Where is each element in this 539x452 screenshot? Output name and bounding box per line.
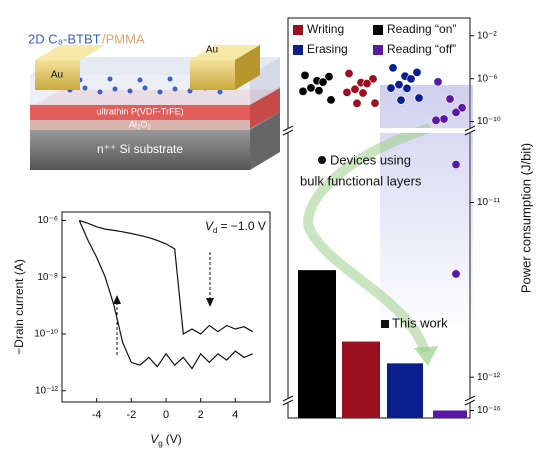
- legend-swatch: [373, 45, 383, 55]
- bulk-point: [406, 74, 416, 84]
- bar: [342, 341, 380, 418]
- bulk-point: [358, 88, 368, 98]
- bulk-point: [414, 93, 424, 103]
- bulk-point: [306, 83, 316, 93]
- bulk-point: [445, 94, 455, 104]
- bulk-point: [457, 103, 467, 113]
- annotation-text: = −1.0 V: [220, 219, 265, 233]
- y-tick-label: 10⁻¹⁶: [477, 405, 501, 416]
- bulk-point: [362, 78, 372, 88]
- legend-swatch: [293, 25, 303, 35]
- bulk-point: [318, 77, 328, 87]
- y-tick-label: 10⁻⁶: [37, 215, 58, 226]
- trend-arrow: [303, 123, 432, 354]
- dielectric-label: Al₂O₃: [129, 119, 151, 129]
- substrate-label: n⁺⁺ Si substrate: [97, 142, 183, 156]
- legend-swatch: [293, 45, 303, 55]
- highlight: [428, 85, 473, 335]
- legend-label: Reading “on”: [387, 22, 456, 36]
- matrix-label: /PMMA: [102, 31, 145, 46]
- material-label: 2D C₈-BTBT: [28, 31, 101, 46]
- plot-frame: [61, 211, 271, 403]
- y-tick-label: 10⁻⁸: [37, 272, 58, 283]
- x-label-unit: (V): [166, 432, 182, 446]
- bulk-point: [300, 70, 310, 80]
- bulk-point: [433, 77, 443, 87]
- y-tick-label: 10⁻¹¹: [477, 197, 501, 208]
- bulk-point: [451, 107, 461, 117]
- this-work-marker: [381, 320, 389, 328]
- y-axis-label: Power consumption (J/bit): [518, 143, 533, 293]
- sweep-arrows: [113, 252, 214, 355]
- data-line: [79, 219, 253, 335]
- annotation: Vd = −1.0 V: [205, 219, 266, 235]
- electrode-label: Au: [51, 70, 63, 81]
- y-tick-label: 10⁻¹⁰: [477, 116, 501, 127]
- x-tick-label: 4: [232, 409, 238, 421]
- ferroelectric-label: ultrathin P(VDF-TrFE): [96, 106, 183, 116]
- x-label-subscript: g: [158, 439, 162, 448]
- bar: [433, 410, 467, 418]
- x-tick-label: 2: [198, 409, 204, 421]
- trend-arrowhead: [414, 346, 438, 366]
- x-tick-label: 0: [163, 409, 169, 421]
- bulk-label: Devices using: [330, 152, 411, 167]
- y-axis-label: −Drain current (A): [12, 259, 26, 355]
- bulk-point: [439, 114, 449, 124]
- bulk-point: [352, 98, 362, 108]
- x-axis-label: Vg (V): [150, 432, 181, 448]
- bulk-label: bulk functional layers: [300, 173, 422, 188]
- bulk-point: [326, 95, 336, 105]
- bulk-point: [402, 83, 412, 93]
- annotation-variable: V: [205, 219, 214, 233]
- bulk-point: [451, 160, 461, 170]
- y-tick-label: 10⁻⁶: [477, 73, 498, 84]
- bulk-point: [324, 72, 334, 82]
- electrode-label: Au: [206, 45, 218, 56]
- annotation-subscript: d: [213, 226, 217, 235]
- y-tick-label: 10⁻¹⁰: [34, 329, 58, 340]
- bulk-point: [388, 63, 398, 73]
- bar: [387, 363, 423, 418]
- y-tick-label: 10⁻¹²: [477, 372, 501, 383]
- x-tick-label: -4: [92, 409, 102, 421]
- bulk-point: [342, 87, 352, 97]
- bulk-point: [298, 86, 308, 96]
- data-line: [78, 220, 253, 370]
- bar: [298, 270, 336, 418]
- legend-label: Reading “off”: [387, 42, 456, 56]
- bulk-point: [344, 69, 354, 79]
- bulk-point: [394, 80, 404, 90]
- this-work-label: This work: [392, 315, 448, 330]
- bulk-point: [368, 74, 378, 84]
- y-tick-label: 10⁻²: [477, 30, 497, 41]
- bulk-point: [314, 86, 324, 96]
- bulk-point: [396, 95, 406, 105]
- x-label-variable: V: [150, 432, 159, 446]
- bulk-point: [350, 84, 360, 94]
- bulk-point: [431, 115, 441, 125]
- bulk-point: [412, 67, 422, 77]
- bulk-point: [451, 269, 461, 279]
- legend-swatch: [373, 25, 383, 35]
- y-tick-label: 10⁻¹²: [35, 385, 59, 396]
- legend-label: Erasing: [307, 42, 348, 56]
- bulk-marker: [318, 156, 326, 164]
- x-tick-label: -2: [126, 409, 136, 421]
- bulk-point: [386, 83, 396, 93]
- device-schematic: [30, 45, 280, 170]
- legend-label: Writing: [307, 22, 344, 36]
- bulk-point: [370, 98, 380, 108]
